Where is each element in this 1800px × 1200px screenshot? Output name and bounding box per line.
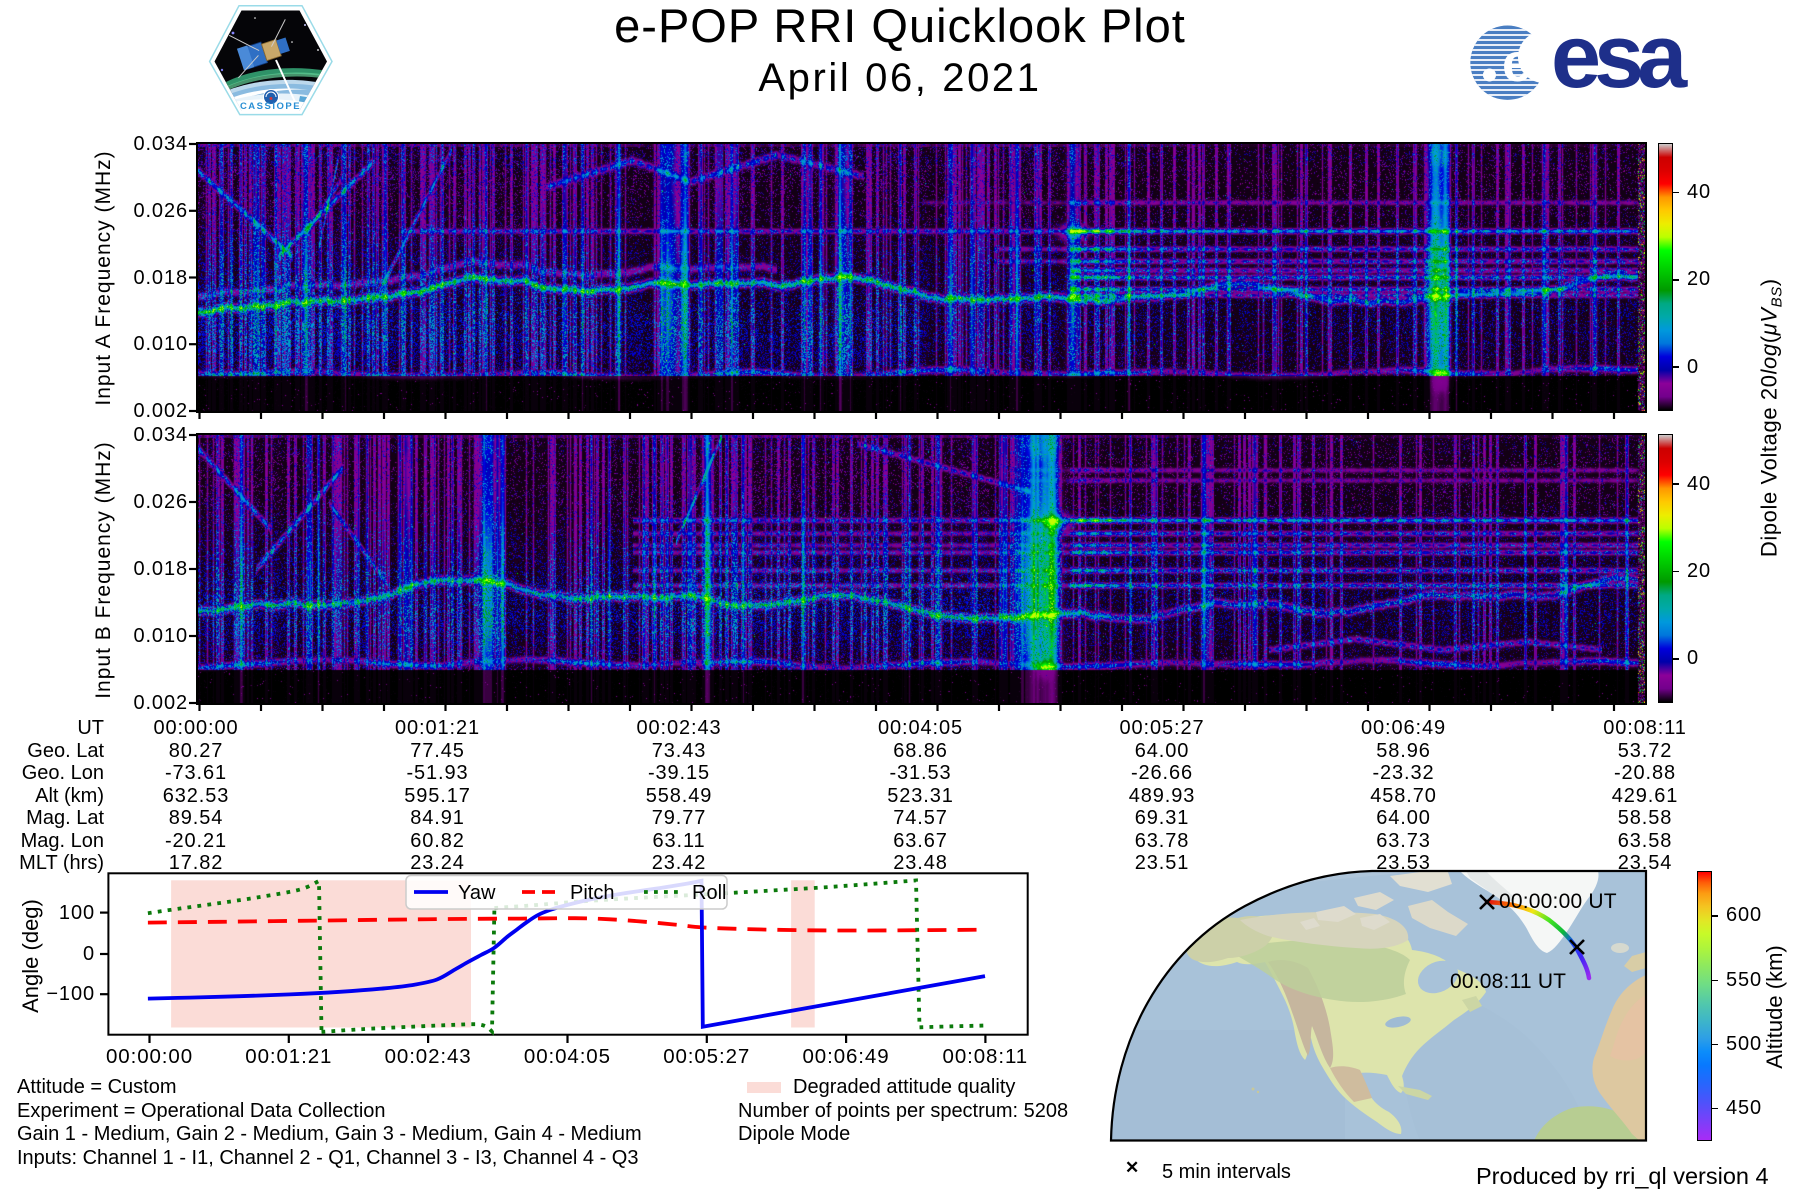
svg-text:Yaw: Yaw — [458, 882, 496, 904]
svg-text:Pitch: Pitch — [570, 882, 614, 904]
svg-text:Roll: Roll — [692, 882, 726, 904]
svg-text:esa: esa — [1551, 7, 1688, 107]
svg-text:CASSIOPE: CASSIOPE — [240, 101, 301, 112]
